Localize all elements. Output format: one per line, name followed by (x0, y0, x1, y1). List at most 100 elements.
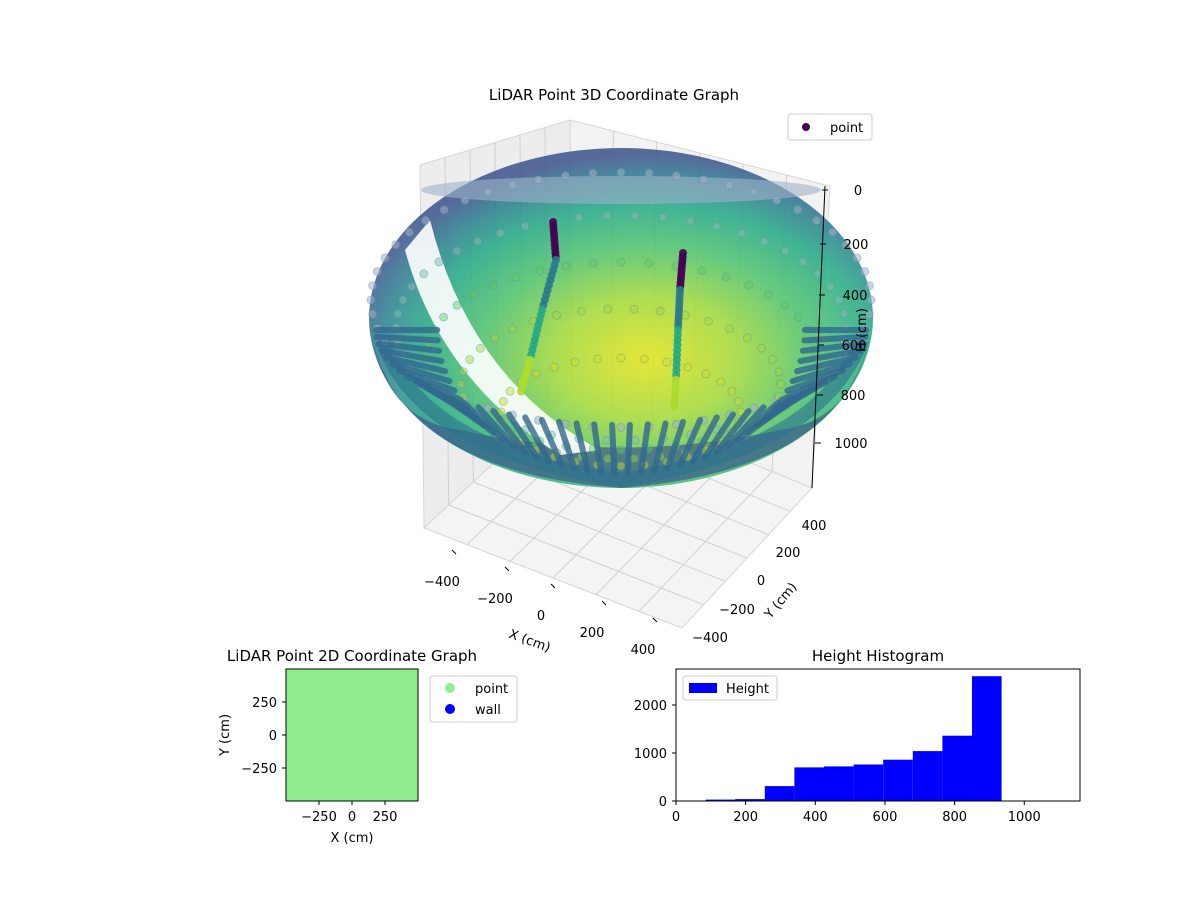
legend-point-label: point (830, 121, 863, 136)
y-tick-label: 2000 (634, 699, 667, 714)
histogram-legend: Height (682, 675, 778, 701)
bowl-point (490, 408, 529, 456)
x-tick-label: −250 (301, 810, 337, 825)
plot3d-xlabel: X (cm) (507, 627, 553, 656)
bowl-point (570, 357, 580, 367)
bowl-point (793, 312, 803, 322)
y-tick-label: 0 (659, 795, 667, 810)
plot2d-legend: point wall (429, 675, 518, 723)
bowl-point (475, 404, 518, 450)
bowl-point (860, 267, 870, 277)
bowl-point (724, 404, 767, 450)
z-tick-label: 1000 (834, 437, 867, 452)
bowl-point (465, 355, 475, 365)
legend-height-label: Height (726, 682, 769, 697)
bowl-point (784, 367, 846, 394)
bowl-point (452, 300, 462, 310)
legend-point-marker (802, 123, 810, 131)
plot3d-zlabel: H (cm) (855, 308, 870, 352)
y-tick-label: −400 (692, 631, 728, 646)
y-tick-label: 0 (269, 729, 277, 744)
bowl-point (573, 420, 591, 474)
bowl-point (742, 333, 752, 343)
x-tick-label: 0 (672, 810, 680, 825)
bowl-point (624, 421, 633, 476)
x-tick-label: 200 (580, 626, 605, 641)
x-tick-label: 800 (942, 810, 967, 825)
bowl-point (380, 253, 390, 263)
bowl-point (701, 369, 711, 379)
histogram-bar (705, 799, 736, 801)
bowl-point (713, 408, 752, 456)
bowl-point (574, 213, 584, 222)
bowl-point (828, 227, 838, 237)
bowl-point (672, 171, 682, 181)
bowl-point (780, 300, 790, 310)
bowl-point (664, 418, 686, 472)
histogram-bar (735, 799, 765, 801)
bowl-point (538, 416, 565, 469)
x-tick-label: −200 (477, 592, 513, 607)
bowl-point (506, 411, 540, 461)
bowl-point (556, 418, 578, 472)
z-tick-label: 200 (844, 238, 869, 253)
bowl-point (616, 423, 626, 432)
histogram-frame (675, 668, 1081, 802)
bowl-point (683, 362, 693, 372)
y-tick-label: 250 (252, 696, 277, 711)
bowl-point (616, 257, 626, 267)
bowl-point (864, 281, 874, 291)
bowl-surface (369, 148, 873, 488)
bowl-point (588, 168, 598, 178)
bowl-point (744, 280, 754, 290)
bowl-point (697, 266, 707, 276)
bowl-point (789, 360, 853, 385)
bowl-point (603, 304, 613, 314)
bowl-point (588, 258, 598, 268)
x-tick-label: 1000 (1008, 810, 1041, 825)
bowl-point (749, 403, 759, 413)
x-tick-label: 200 (733, 810, 758, 825)
bowl-point (630, 211, 640, 221)
histogram-title: Height Histogram (812, 647, 944, 665)
bowl-point (763, 290, 773, 300)
bowl-point (734, 397, 744, 406)
bowl-point (421, 216, 430, 225)
y-tick-label: 400 (802, 519, 827, 534)
plot2d: LiDAR Point 2D Coordinate Graph −250 0 250… (218, 647, 518, 846)
point-cloud-fill (286, 669, 418, 801)
bowl-point (712, 221, 722, 231)
z-tick-label: 0 (854, 184, 862, 199)
bowl-point (373, 333, 441, 344)
bowl-point (662, 357, 672, 367)
bowl-point (396, 367, 458, 394)
bowl-point (686, 216, 695, 226)
x-tick-label: 0 (348, 810, 356, 825)
bowl-point (757, 343, 767, 353)
histogram-bar (764, 786, 795, 801)
x-tick-label: −400 (424, 575, 460, 590)
bowl-point (699, 175, 709, 185)
histogram-bar (883, 759, 913, 801)
plot2d-ylabel: Y (cm) (218, 714, 233, 757)
bowl-point (609, 421, 618, 476)
bowl-point (407, 282, 417, 292)
bowl-point (602, 211, 612, 221)
x-tick-label: 400 (803, 810, 828, 825)
histogram-bar (912, 751, 943, 801)
bowl-point (616, 445, 626, 455)
bowl-point (469, 290, 479, 300)
bowl-point (434, 257, 444, 267)
bowl-point (629, 304, 639, 314)
bowl-point (591, 421, 604, 476)
bowl-point (456, 379, 466, 389)
bowl-point (483, 403, 493, 413)
legend-wall-marker (445, 704, 455, 714)
bowl-point (639, 354, 649, 364)
bowl-point (772, 195, 782, 205)
bowl-point (488, 280, 498, 290)
bowl-point (460, 195, 470, 205)
bowl-point (774, 367, 784, 377)
histogram-bar (794, 767, 824, 801)
bowl-point (495, 228, 505, 238)
